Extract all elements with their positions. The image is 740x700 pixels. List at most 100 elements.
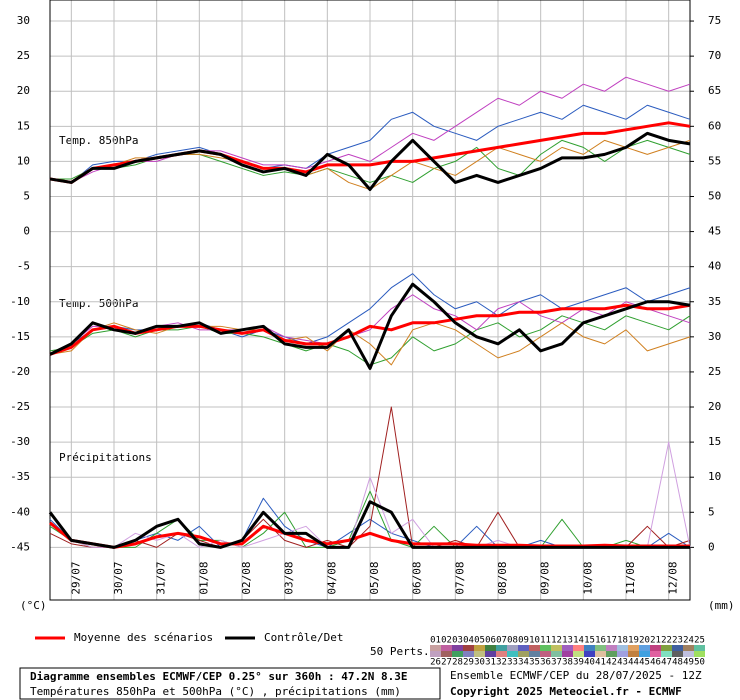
y2-tick-label: 25 (708, 365, 721, 378)
member-swatch (452, 645, 463, 651)
y2-tick-label: 40 (708, 260, 721, 273)
y2-tick-label: 20 (708, 400, 721, 413)
y2-tick-label: 45 (708, 225, 721, 238)
member-label: 18 (617, 636, 628, 646)
control-line (49, 282, 691, 370)
member-swatch (562, 651, 573, 657)
member-swatch (441, 651, 452, 657)
panel-label: Temp. 850hPa (59, 134, 138, 147)
member-label: 47 (661, 658, 672, 668)
member-label: 49 (683, 658, 694, 668)
member-label: 24 (683, 636, 694, 646)
y2-tick-label: 30 (708, 330, 721, 343)
y-axis-label: (°C) (20, 599, 47, 612)
member-label: 46 (650, 658, 661, 668)
member-swatch (606, 645, 617, 651)
member-label: 29 (463, 658, 474, 668)
x-tick-label: 08/08 (496, 561, 509, 594)
member-label: 32 (496, 658, 507, 668)
y-tick-label: -35 (10, 470, 30, 483)
footer-run: Ensemble ECMWF/CEP du 28/07/2025 - 12Z (450, 669, 702, 682)
y-tick-label: -15 (10, 330, 30, 343)
member-swatch (551, 645, 562, 651)
member-swatch (474, 651, 485, 657)
member-swatch (474, 645, 485, 651)
member-label: 33 (507, 658, 518, 668)
y-tick-label: 20 (17, 84, 30, 97)
member-swatch (573, 651, 584, 657)
y2-tick-label: 10 (708, 470, 721, 483)
member-swatch (595, 645, 606, 651)
y-tick-label: -10 (10, 295, 30, 308)
footer-box (19, 667, 441, 700)
member-swatch (485, 651, 496, 657)
member-swatch (430, 645, 441, 651)
member-swatch (639, 645, 650, 651)
member-label: 27 (441, 658, 452, 668)
y-tick-label: 0 (23, 225, 30, 238)
x-tick-label: 03/08 (283, 561, 296, 594)
member-swatch (584, 651, 595, 657)
y2-tick-label: 55 (708, 154, 721, 167)
y-tick-label: 15 (17, 119, 30, 132)
member-label: 40 (584, 658, 595, 668)
member-label: 03 (452, 636, 463, 646)
x-tick-label: 02/08 (240, 561, 253, 594)
legend-label: Contrôle/Det (264, 631, 343, 644)
member-swatch (452, 651, 463, 657)
member-label: 14 (573, 636, 584, 646)
member-swatch (683, 645, 694, 651)
member-line (49, 76, 691, 183)
member-label: 19 (628, 636, 639, 646)
member-swatch (573, 645, 584, 651)
x-tick-label: 05/08 (368, 561, 381, 594)
member-swatch (683, 651, 694, 657)
member-swatch (661, 645, 672, 651)
member-label: 34 (518, 658, 529, 668)
member-swatch (485, 645, 496, 651)
member-swatch (441, 645, 452, 651)
x-tick-label: 12/08 (667, 561, 680, 594)
y-tick-label: 30 (17, 14, 30, 27)
y2-tick-label: 60 (708, 119, 721, 132)
y2-tick-label: 65 (708, 84, 721, 97)
member-label: 10 (529, 636, 540, 646)
member-label: 21 (650, 636, 661, 646)
member-swatch (650, 651, 661, 657)
y-tick-label: 5 (23, 189, 30, 202)
member-label: 13 (562, 636, 573, 646)
member-swatch (617, 645, 628, 651)
member-swatch (496, 651, 507, 657)
member-label: 04 (463, 636, 474, 646)
member-label: 42 (606, 658, 617, 668)
member-swatch (694, 645, 705, 651)
panel-label: Temp. 500hPa (59, 297, 138, 310)
y-tick-label: -40 (10, 505, 30, 518)
y2-tick-label: 70 (708, 49, 721, 62)
member-swatch (562, 645, 573, 651)
member-label: 38 (562, 658, 573, 668)
member-swatch (606, 651, 617, 657)
member-swatch (529, 645, 540, 651)
member-label: 44 (628, 658, 639, 668)
control-line (48, 500, 690, 549)
y-tick-label: -5 (17, 260, 30, 273)
member-label: 15 (584, 636, 595, 646)
member-label: 30 (474, 658, 485, 668)
y2-tick-label: 0 (708, 540, 715, 553)
member-label: 50 (694, 658, 705, 668)
member-swatch (463, 651, 474, 657)
member-swatch (430, 651, 441, 657)
member-label: 37 (551, 658, 562, 668)
x-tick-label: 10/08 (581, 561, 594, 594)
member-label: 48 (672, 658, 683, 668)
member-label: 06 (485, 636, 496, 646)
members-legend-title: 50 Perts. (370, 645, 430, 658)
panel-label: Précipitations (59, 451, 152, 464)
member-label: 39 (573, 658, 584, 668)
member-label: 08 (507, 636, 518, 646)
member-label: 17 (606, 636, 617, 646)
member-label: 22 (661, 636, 672, 646)
member-swatch (463, 645, 474, 651)
